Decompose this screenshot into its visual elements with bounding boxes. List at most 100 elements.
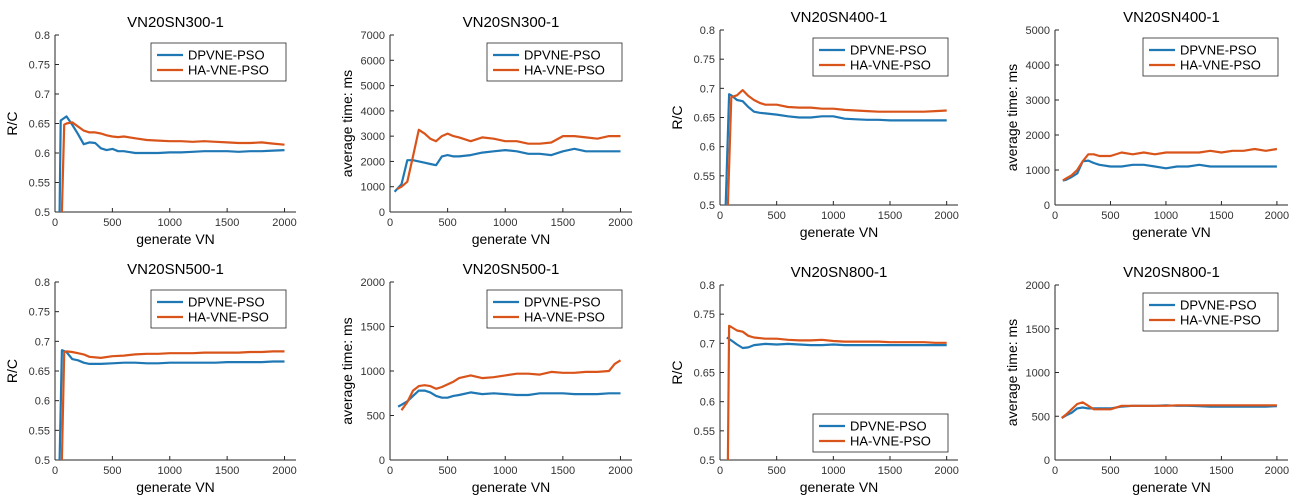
chart-panel: 0 500 1000 1500 2000 0.5 0.55 0.6 0.65 0.7 0.75 0.8… xyxy=(4,261,297,495)
y-tick-label: 2000 xyxy=(361,156,385,168)
series-line-ha-vne-pso xyxy=(400,359,622,411)
x-tick-label: 2000 xyxy=(1265,210,1289,222)
x-tick-label: 0 xyxy=(717,465,723,477)
series-line-dpvne-pso xyxy=(58,349,285,460)
series-line-dpvne-pso xyxy=(724,93,947,205)
chart-title: VN20SN800-1 xyxy=(1123,264,1220,281)
x-tick-label: 500 xyxy=(103,217,121,229)
chart-title: VN20SN500-1 xyxy=(463,261,560,278)
x-tick-label: 500 xyxy=(438,465,456,477)
y-tick-label: 7000 xyxy=(361,30,385,42)
series-line-dpvne-pso xyxy=(397,389,621,408)
legend-label: DPVNE-PSO xyxy=(850,43,927,58)
series-line-dpvne-pso xyxy=(393,147,621,193)
y-tick-label: 1000 xyxy=(361,366,385,378)
x-tick-label: 2000 xyxy=(1265,465,1289,477)
chart-panel: 0 500 1000 1500 2000 0 500 1000 1500 2000 VN20SN50… xyxy=(339,261,633,495)
x-tick-label: 0 xyxy=(52,465,58,477)
y-tick-label: 3000 xyxy=(361,131,385,143)
x-tick-label: 1500 xyxy=(551,465,575,477)
x-tick-label: 2000 xyxy=(608,217,632,229)
legend-label: DPVNE-PSO xyxy=(1180,43,1257,58)
y-tick-label: 0.75 xyxy=(29,60,50,72)
chart-panel: 0 500 1000 1500 2000 0 1000 2000 3000 4000 5000 600… xyxy=(339,14,633,247)
y-tick-label: 0.6 xyxy=(700,397,715,409)
y-tick-label: 0 xyxy=(1044,455,1050,467)
x-tick-label: 500 xyxy=(767,465,785,477)
series-line-dpvne-pso xyxy=(58,115,285,212)
legend-box xyxy=(1142,292,1279,332)
y-tick-label: 1500 xyxy=(1026,324,1050,336)
series-line-ha-vne-pso xyxy=(726,88,947,205)
x-axis-label: generate VN xyxy=(136,479,215,495)
y-tick-label: 0.5 xyxy=(35,455,50,467)
chart-panel: 0 500 1000 1500 2000 0.5 0.55 0.6 0.65 0.7 0.75 0.8… xyxy=(669,9,959,240)
x-axis-label: generate VN xyxy=(1132,224,1211,240)
x-tick-label: 1000 xyxy=(493,217,517,229)
y-tick-label: 0.75 xyxy=(29,307,50,319)
y-axis-label: R/C xyxy=(4,111,20,135)
series-line-ha-vne-pso xyxy=(1061,401,1277,419)
legend-label: HA-VNE-PSO xyxy=(850,434,931,449)
y-tick-label: 3000 xyxy=(1026,95,1050,107)
series-line-ha-vne-pso xyxy=(396,128,621,191)
y-tick-label: 1000 xyxy=(1026,368,1050,380)
x-tick-label: 2000 xyxy=(272,217,296,229)
y-tick-label: 500 xyxy=(367,411,385,423)
x-tick-label: 500 xyxy=(1101,465,1119,477)
legend-label: DPVNE-PSO xyxy=(850,419,927,434)
x-axis-label: generate VN xyxy=(136,231,215,247)
y-tick-label: 0 xyxy=(379,207,385,219)
y-tick-label: 0.7 xyxy=(700,83,715,95)
x-axis-label: generate VN xyxy=(800,224,879,240)
y-tick-label: 500 xyxy=(1032,411,1050,423)
y-tick-label: 0.65 xyxy=(29,366,50,378)
legend-label: HA-VNE-PSO xyxy=(1180,58,1261,73)
y-tick-label: 0.75 xyxy=(694,309,715,321)
y-tick-label: 0.55 xyxy=(694,171,715,183)
y-tick-label: 0.5 xyxy=(700,200,715,212)
x-tick-label: 2000 xyxy=(608,465,632,477)
legend-box xyxy=(812,413,949,453)
y-tick-label: 1000 xyxy=(361,182,385,194)
y-tick-label: 1000 xyxy=(1026,165,1050,177)
legend-box xyxy=(486,42,623,82)
y-tick-label: 0.75 xyxy=(694,54,715,66)
y-tick-label: 0 xyxy=(1044,200,1050,212)
x-tick-label: 1500 xyxy=(878,465,902,477)
y-tick-label: 0.6 xyxy=(700,142,715,154)
x-tick-label: 0 xyxy=(1052,210,1058,222)
chart-title: VN20SN500-1 xyxy=(127,261,224,278)
legend-box xyxy=(486,289,623,329)
y-tick-label: 0 xyxy=(379,455,385,467)
series-line-dpvne-pso xyxy=(726,336,947,350)
legend-box xyxy=(1142,37,1279,77)
series-line-ha-vne-pso xyxy=(726,324,947,460)
y-tick-label: 0.8 xyxy=(35,30,50,42)
x-tick-label: 1000 xyxy=(1154,465,1178,477)
y-tick-label: 0.5 xyxy=(35,207,50,219)
x-tick-label: 1000 xyxy=(1154,210,1178,222)
series-line-ha-vne-pso xyxy=(60,121,285,212)
x-tick-label: 0 xyxy=(387,465,393,477)
y-tick-label: 0.55 xyxy=(29,178,50,190)
y-tick-label: 0.5 xyxy=(700,455,715,467)
y-axis-label: average time: ms xyxy=(1004,64,1020,171)
x-tick-label: 1000 xyxy=(821,465,845,477)
x-axis-label: generate VN xyxy=(472,479,551,495)
x-axis-label: generate VN xyxy=(1132,479,1211,495)
y-tick-label: 4000 xyxy=(361,106,385,118)
legend-label: DPVNE-PSO xyxy=(524,48,601,63)
y-tick-label: 0.8 xyxy=(700,280,715,292)
series-line-ha-vne-pso xyxy=(1062,147,1278,182)
x-tick-label: 0 xyxy=(717,210,723,222)
chart-title: VN20SN800-1 xyxy=(791,264,888,281)
legend-box xyxy=(150,289,287,329)
x-tick-label: 500 xyxy=(767,210,785,222)
y-tick-label: 0.6 xyxy=(35,148,50,160)
